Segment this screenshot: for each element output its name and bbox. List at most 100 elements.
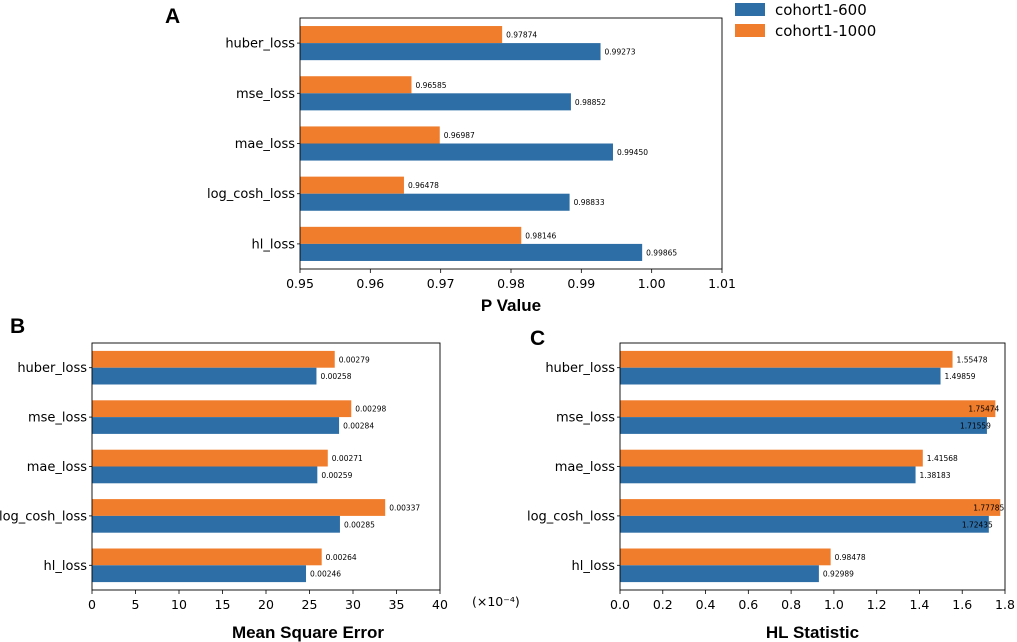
x-tick-label-c-6: 1.2: [867, 597, 887, 612]
x-tick-label-c-1: 0.2: [653, 597, 673, 612]
category-label-b-mae-loss: mae_loss: [27, 460, 87, 475]
x-tick-label-c-8: 1.6: [952, 597, 972, 612]
value-label-c-hl-loss-cohort1-600: 0.92989: [823, 570, 854, 579]
value-label-c-mse-loss-cohort1-1000: 1.75474: [968, 405, 999, 414]
value-label-c-mae-loss-cohort1-1000: 1.41568: [927, 454, 958, 463]
bar-a-mse-loss-cohort1-1000: [300, 76, 412, 94]
x-tick-label-c-0: 0.0: [610, 597, 630, 612]
bar-b-huber-loss-cohort1-600: [92, 367, 317, 385]
category-label-b-log-cosh-loss: log_cosh_loss: [0, 509, 87, 524]
value-label-b-log-cosh-loss-cohort1-1000: 0.00337: [389, 504, 420, 513]
value-label-a-mse-loss-cohort1-600: 0.98852: [575, 98, 606, 107]
bar-a-huber-loss-cohort1-1000: [300, 26, 503, 44]
legend-label-cohort1-600: cohort1-600: [775, 1, 867, 19]
x-tick-label-c-7: 1.4: [909, 597, 929, 612]
legend: cohort1-600 cohort1-1000: [735, 1, 876, 40]
x-axis-title-b: Mean Square Error: [232, 623, 384, 642]
bar-a-mae-loss-cohort1-1000: [300, 126, 440, 144]
x-tick-label-c-9: 1.8: [995, 597, 1015, 612]
bar-a-log-cosh-loss-cohort1-1000: [300, 176, 404, 194]
bar-c-log-cosh-loss-cohort1-1000: [620, 499, 1001, 516]
x-tick-label-a-4: 0.99: [567, 276, 595, 291]
x-tick-label-b-5: 25: [302, 597, 318, 612]
value-label-a-log-cosh-loss-cohort1-600: 0.98833: [574, 198, 605, 207]
bar-a-hl-loss-cohort1-1000: [300, 226, 522, 244]
legend-swatch-cohort1-600: [735, 3, 765, 16]
value-label-c-mse-loss-cohort1-600: 1.71559: [960, 421, 991, 430]
chart-a-p-value: huber_loss 0.97874 0.99273 mse_loss 0.96585 0…: [207, 17, 736, 315]
x-tick-label-a-0: 0.95: [286, 276, 314, 291]
bar-b-log-cosh-loss-cohort1-600: [92, 515, 340, 533]
chart-b-mean-square-error: huber_loss 0.00279 0.00258 mse_loss 0.00298 0…: [0, 342, 520, 642]
value-label-a-huber-loss-cohort1-600: 0.99273: [605, 48, 636, 57]
x-axis-title-c: HL Statistic: [766, 623, 859, 642]
bar-b-huber-loss-cohort1-1000: [92, 350, 335, 368]
bar-b-mse-loss-cohort1-1000: [92, 400, 352, 418]
category-label-c-mse-loss: mse_loss: [556, 411, 615, 426]
legend-swatch-cohort1-1000: [735, 24, 765, 37]
panel-letter-b: B: [10, 315, 25, 338]
category-label-c-mae-loss: mae_loss: [555, 460, 615, 475]
bar-b-hl-loss-cohort1-1000: [92, 548, 322, 566]
bar-b-log-cosh-loss-cohort1-1000: [92, 499, 386, 516]
value-label-a-mae-loss-cohort1-600: 0.99450: [617, 148, 648, 157]
bar-a-hl-loss-cohort1-600: [300, 243, 643, 261]
bar-b-mse-loss-cohort1-600: [92, 417, 340, 434]
bar-c-mae-loss-cohort1-1000: [620, 449, 923, 467]
value-label-b-log-cosh-loss-cohort1-600: 0.00285: [344, 520, 375, 529]
category-label-a-hl-loss: hl_loss: [252, 237, 296, 252]
bar-a-log-cosh-loss-cohort1-600: [300, 193, 570, 211]
bar-b-mae-loss-cohort1-1000: [92, 449, 328, 467]
value-label-c-huber-loss-cohort1-600: 1.49859: [945, 372, 976, 381]
x-tick-label-b-1: 5: [132, 597, 140, 612]
bar-c-huber-loss-cohort1-600: [620, 367, 941, 385]
value-label-b-hl-loss-cohort1-600: 0.00246: [310, 570, 341, 579]
category-label-a-huber-loss: huber_loss: [225, 37, 295, 52]
x-tick-label-c-5: 1.0: [824, 597, 844, 612]
value-label-b-mae-loss-cohort1-1000: 0.00271: [332, 454, 363, 463]
category-label-b-hl-loss: hl_loss: [44, 559, 88, 574]
bar-a-huber-loss-cohort1-600: [300, 43, 601, 61]
x-tick-label-c-3: 0.6: [738, 597, 758, 612]
category-label-b-mse-loss: mse_loss: [28, 411, 87, 426]
x-tick-label-b-6: 30: [345, 597, 361, 612]
category-label-c-huber-loss: huber_loss: [545, 361, 615, 376]
value-label-b-mse-loss-cohort1-600: 0.00284: [343, 421, 374, 430]
x-tick-label-b-2: 10: [171, 597, 187, 612]
value-label-c-hl-loss-cohort1-1000: 0.98478: [835, 553, 866, 562]
bar-b-mae-loss-cohort1-600: [92, 466, 318, 484]
value-label-b-mae-loss-cohort1-600: 0.00259: [321, 471, 352, 480]
bar-c-mae-loss-cohort1-600: [620, 466, 916, 484]
x-tick-label-a-5: 1.00: [638, 276, 666, 291]
value-label-a-hl-loss-cohort1-1000: 0.98146: [525, 231, 556, 240]
x-tick-label-b-0: 0: [88, 597, 96, 612]
axis-multiplier-b: (×10⁻⁴): [472, 594, 520, 609]
value-label-a-huber-loss-cohort1-1000: 0.97874: [506, 31, 537, 40]
bar-c-hl-loss-cohort1-1000: [620, 548, 831, 566]
x-tick-label-c-2: 0.4: [696, 597, 716, 612]
x-tick-label-a-3: 0.98: [497, 276, 525, 291]
bar-a-mse-loss-cohort1-600: [300, 93, 571, 111]
x-tick-label-b-3: 15: [215, 597, 231, 612]
category-label-c-hl-loss: hl_loss: [572, 559, 616, 574]
x-tick-label-c-4: 0.8: [781, 597, 801, 612]
value-label-b-mse-loss-cohort1-1000: 0.00298: [355, 405, 386, 414]
bar-a-mae-loss-cohort1-600: [300, 143, 613, 161]
x-tick-label-b-7: 35: [389, 597, 405, 612]
value-label-b-hl-loss-cohort1-1000: 0.00264: [326, 553, 357, 562]
value-label-a-log-cosh-loss-cohort1-1000: 0.96478: [408, 181, 439, 190]
category-label-a-log-cosh-loss: log_cosh_loss: [207, 187, 295, 202]
value-label-c-mae-loss-cohort1-600: 1.38183: [920, 471, 951, 480]
value-label-c-log-cosh-loss-cohort1-1000: 1.77785: [973, 504, 1004, 513]
panel-letter-a: A: [165, 5, 180, 28]
bar-c-hl-loss-cohort1-600: [620, 565, 819, 583]
bar-c-mse-loss-cohort1-1000: [620, 400, 996, 418]
x-tick-label-b-4: 20: [258, 597, 274, 612]
value-label-b-huber-loss-cohort1-1000: 0.00279: [339, 355, 370, 364]
legend-label-cohort1-1000: cohort1-1000: [775, 22, 876, 40]
category-label-a-mse-loss: mse_loss: [236, 87, 295, 102]
x-tick-label-a-6: 1.01: [708, 276, 736, 291]
value-label-c-huber-loss-cohort1-1000: 1.55478: [957, 355, 988, 364]
value-label-a-mae-loss-cohort1-1000: 0.96987: [444, 131, 475, 140]
